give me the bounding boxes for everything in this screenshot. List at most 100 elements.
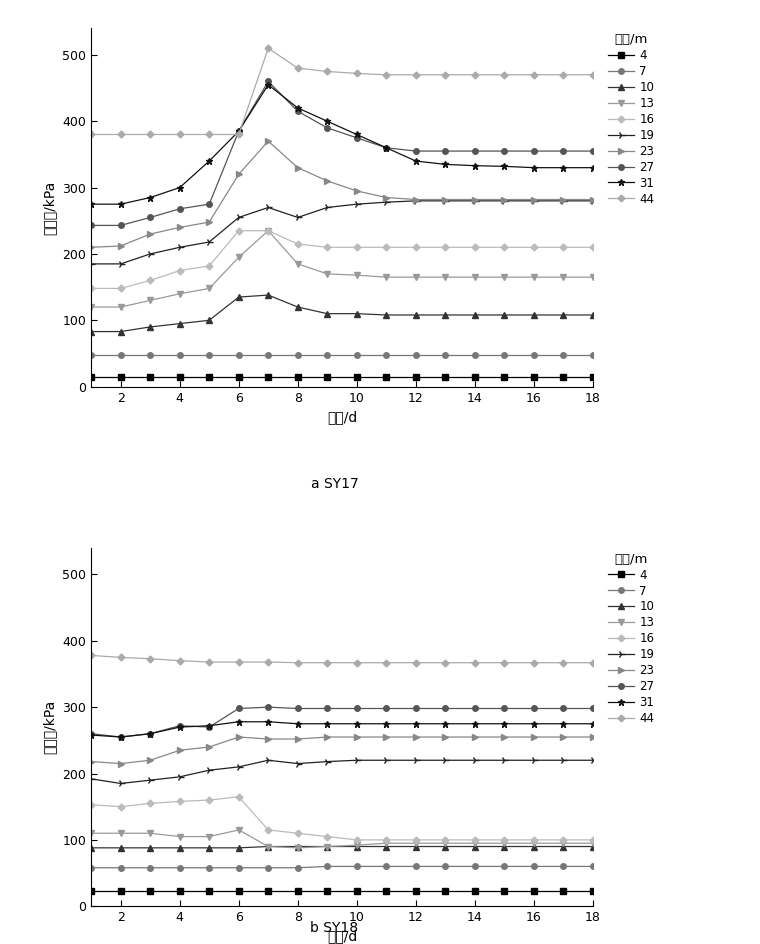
- 31: [411, 718, 420, 730]
- 19: [411, 754, 420, 766]
- 7: [352, 349, 361, 361]
- 16: [323, 242, 332, 253]
- 27: [411, 703, 420, 715]
- 16: [234, 225, 243, 236]
- 16: [441, 834, 450, 846]
- 27: [441, 703, 450, 715]
- 10: [175, 318, 184, 329]
- 27: [500, 703, 509, 715]
- 23: [264, 136, 273, 147]
- 31: [293, 718, 302, 730]
- 7: [411, 349, 420, 361]
- 4: [411, 371, 420, 382]
- 23: [588, 732, 597, 743]
- 31: [470, 718, 480, 730]
- 10: [234, 292, 243, 303]
- 31: [529, 162, 538, 174]
- Line: 23: 23: [88, 734, 596, 767]
- 19: [264, 202, 273, 213]
- 7: [323, 349, 332, 361]
- 27: [87, 728, 96, 739]
- 44: [204, 128, 214, 140]
- 31: [175, 182, 184, 194]
- 7: [588, 349, 597, 361]
- 44: [175, 128, 184, 140]
- 13: [204, 831, 214, 842]
- Line: 19: 19: [87, 756, 597, 787]
- 16: [411, 242, 420, 253]
- 13: [352, 839, 361, 851]
- 13: [293, 842, 302, 853]
- 13: [411, 272, 420, 283]
- 10: [411, 310, 420, 321]
- 4: [264, 885, 273, 897]
- 16: [293, 238, 302, 249]
- 10: [559, 841, 568, 852]
- 10: [323, 841, 332, 852]
- 4: [500, 885, 509, 897]
- 16: [382, 242, 391, 253]
- 7: [146, 349, 155, 361]
- 7: [441, 349, 450, 361]
- 31: [87, 730, 96, 741]
- 31: [352, 128, 361, 140]
- 13: [529, 272, 538, 283]
- 23: [559, 732, 568, 743]
- 10: [559, 310, 568, 321]
- 19: [175, 771, 184, 783]
- 23: [500, 194, 509, 205]
- 23: [411, 194, 420, 205]
- 16: [470, 242, 480, 253]
- 23: [470, 194, 480, 205]
- 27: [529, 703, 538, 715]
- 4: [352, 885, 361, 897]
- 27: [87, 220, 96, 231]
- 7: [382, 861, 391, 872]
- 10: [352, 841, 361, 852]
- 19: [116, 778, 125, 789]
- 44: [264, 42, 273, 54]
- 19: [87, 773, 96, 784]
- 27: [500, 145, 509, 157]
- 23: [529, 732, 538, 743]
- Line: 13: 13: [88, 827, 596, 851]
- Y-axis label: 水压力/kPa: 水压力/kPa: [43, 180, 57, 235]
- 27: [146, 728, 155, 739]
- 13: [382, 837, 391, 849]
- 4: [529, 885, 538, 897]
- 16: [87, 799, 96, 810]
- 7: [500, 349, 509, 361]
- 31: [470, 160, 480, 172]
- 13: [146, 295, 155, 306]
- 16: [264, 824, 273, 835]
- 16: [264, 225, 273, 236]
- 10: [588, 841, 597, 852]
- 19: [146, 774, 155, 785]
- 23: [441, 194, 450, 205]
- 44: [323, 66, 332, 77]
- 4: [293, 371, 302, 382]
- 31: [588, 718, 597, 730]
- 44: [352, 68, 361, 79]
- 23: [323, 176, 332, 187]
- 13: [146, 828, 155, 839]
- 7: [293, 349, 302, 361]
- 16: [382, 834, 391, 846]
- 7: [116, 862, 125, 873]
- 16: [87, 283, 96, 295]
- 16: [352, 834, 361, 846]
- X-axis label: 日期/d: 日期/d: [327, 930, 357, 944]
- 44: [588, 69, 597, 80]
- 44: [116, 651, 125, 663]
- 16: [529, 242, 538, 253]
- 10: [204, 842, 214, 853]
- 10: [146, 842, 155, 853]
- 4: [293, 885, 302, 897]
- 10: [441, 310, 450, 321]
- 19: [234, 211, 243, 223]
- 4: [146, 371, 155, 382]
- 31: [116, 198, 125, 210]
- 31: [234, 716, 243, 728]
- 31: [588, 162, 597, 174]
- 23: [234, 169, 243, 180]
